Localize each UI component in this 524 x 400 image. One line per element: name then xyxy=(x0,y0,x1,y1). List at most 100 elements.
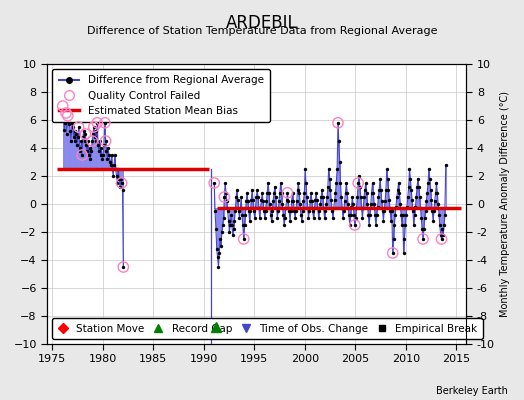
Point xyxy=(63,112,72,119)
Point xyxy=(220,215,228,221)
Point xyxy=(436,232,445,238)
Point xyxy=(400,236,409,242)
Point xyxy=(313,205,322,211)
Point xyxy=(363,201,372,207)
Point xyxy=(85,145,94,151)
Legend: Station Move, Record Gap, Time of Obs. Change, Empirical Break: Station Move, Record Gap, Time of Obs. C… xyxy=(52,318,483,339)
Point xyxy=(73,142,81,148)
Point xyxy=(388,250,397,256)
Point xyxy=(331,190,340,196)
Point xyxy=(60,126,69,133)
Point xyxy=(332,180,341,186)
Point xyxy=(319,194,327,200)
Point xyxy=(380,208,388,214)
Point xyxy=(245,208,253,214)
Point xyxy=(303,194,311,200)
Point xyxy=(69,124,77,130)
Point xyxy=(324,166,333,172)
Point xyxy=(276,190,284,196)
Point xyxy=(440,222,448,228)
Point xyxy=(392,204,400,210)
Point xyxy=(97,145,106,151)
Point xyxy=(366,212,374,218)
Point xyxy=(416,194,424,200)
Point xyxy=(282,196,291,203)
Point xyxy=(410,222,418,228)
Point xyxy=(81,131,90,137)
Point xyxy=(59,114,68,120)
Point xyxy=(286,218,294,224)
Point xyxy=(411,204,420,210)
Point xyxy=(215,250,223,256)
Point xyxy=(374,194,383,200)
Point xyxy=(339,215,347,221)
Point xyxy=(102,148,111,154)
Point xyxy=(292,198,301,204)
Point xyxy=(101,120,109,126)
Point xyxy=(333,166,341,172)
Point xyxy=(414,176,422,182)
Point xyxy=(420,215,429,221)
Point xyxy=(399,250,408,256)
Point xyxy=(356,184,364,190)
Point xyxy=(344,201,352,207)
Point xyxy=(439,232,447,238)
Point xyxy=(234,196,242,203)
Point xyxy=(119,264,127,270)
Point xyxy=(253,187,261,193)
Point xyxy=(221,180,230,186)
Point xyxy=(284,198,292,204)
Point xyxy=(106,162,115,168)
Point xyxy=(86,156,95,162)
Point xyxy=(433,190,441,196)
Point xyxy=(335,159,344,165)
Point xyxy=(245,218,254,224)
Point xyxy=(317,194,325,200)
Point xyxy=(260,215,269,221)
Point xyxy=(289,198,298,204)
Point xyxy=(438,226,446,232)
Point xyxy=(232,194,241,200)
Point xyxy=(327,196,335,203)
Point xyxy=(108,166,117,172)
Point xyxy=(283,190,292,196)
Point xyxy=(383,166,391,172)
Point xyxy=(387,218,395,224)
Point xyxy=(427,187,435,193)
Point xyxy=(294,180,302,186)
Point xyxy=(81,131,90,137)
Point xyxy=(377,187,385,193)
Point xyxy=(326,187,335,193)
Point xyxy=(234,208,243,214)
Point xyxy=(256,215,264,221)
Point xyxy=(230,218,238,224)
Point xyxy=(369,190,377,196)
Point xyxy=(285,208,293,214)
Point xyxy=(385,196,394,203)
Point xyxy=(367,201,375,207)
Point xyxy=(340,208,348,214)
Point xyxy=(315,208,324,214)
Point xyxy=(371,212,379,218)
Point xyxy=(312,190,320,196)
Point xyxy=(314,215,323,221)
Point xyxy=(91,128,100,134)
Point xyxy=(401,222,410,228)
Point xyxy=(395,180,403,186)
Point xyxy=(397,212,405,218)
Point xyxy=(346,212,355,218)
Point xyxy=(277,190,286,196)
Point xyxy=(212,226,220,232)
Point xyxy=(361,187,369,193)
Point xyxy=(62,110,70,116)
Point xyxy=(403,204,411,210)
Point xyxy=(230,226,238,232)
Point xyxy=(343,190,352,196)
Point xyxy=(79,134,87,140)
Y-axis label: Monthly Temperature Anomaly Difference (°C): Monthly Temperature Anomaly Difference (… xyxy=(500,91,510,317)
Point xyxy=(322,201,330,207)
Point xyxy=(78,152,86,158)
Point xyxy=(325,176,334,182)
Point xyxy=(235,215,244,221)
Point xyxy=(68,120,76,126)
